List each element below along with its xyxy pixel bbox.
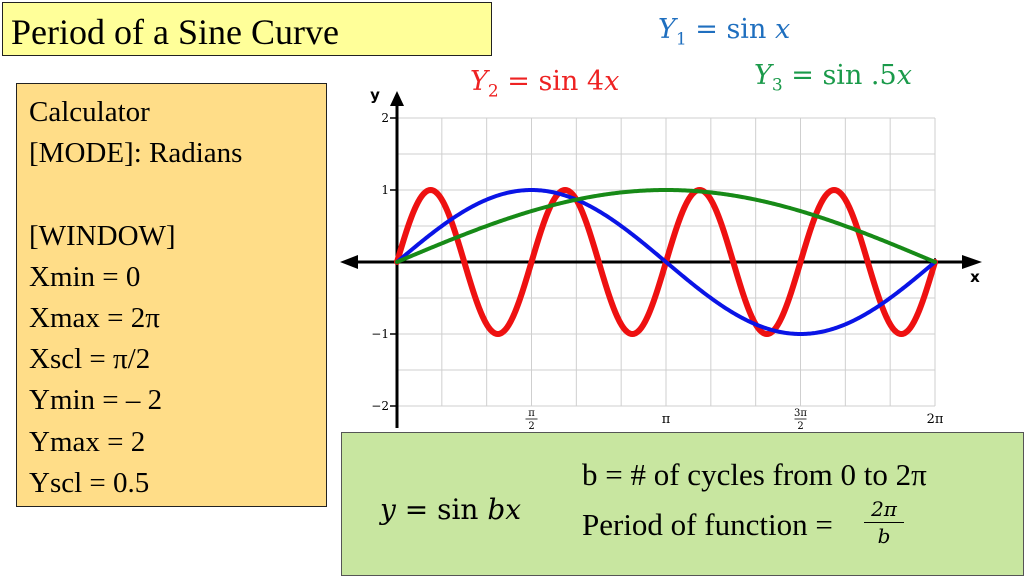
page-title: Period of a Sine Curve (11, 12, 339, 52)
x-tick-label-numerator: π (528, 408, 535, 419)
calc-line-yscl: Yscl = 0.5 (29, 466, 150, 499)
y-tick-label: 1 (381, 183, 389, 197)
calc-line-xscl: Xscl = π/2 (29, 343, 151, 376)
x-axis-arrow-left (340, 255, 358, 269)
info-box: y = sin bx b = # of cycles from 0 to 2π … (341, 432, 1024, 576)
x-tick-label-denominator: 2 (528, 421, 534, 432)
general-formula: y = sin bx (380, 493, 522, 526)
y-tick-label: 2 (381, 111, 389, 125)
x-tick-label-numerator: 3π (794, 408, 807, 419)
calc-line-ymin: Ymin = – 2 (29, 384, 163, 417)
x-tick-label-denominator: 2 (797, 421, 803, 432)
equation-y2: Y2 = sin 4x (470, 66, 620, 102)
calc-line-window: [WINDOW] (29, 219, 176, 252)
calc-line-mode: [MODE]: Radians (29, 137, 243, 170)
x-tick-label: π (662, 412, 671, 427)
fraction-numerator: 2π (864, 497, 904, 523)
x-axis-label: x (970, 268, 980, 286)
series-line-b-0_5 (395, 188, 937, 264)
calculator-settings-box: Calculator [MODE]: Radians [WINDOW] Xmin… (16, 83, 327, 507)
y-tick-label: −2 (371, 399, 389, 413)
calc-line-heading: Calculator (29, 96, 150, 128)
equation-y1: Y1 = sin x (658, 14, 791, 50)
equation-y3: Y3 = sin .5x (754, 60, 912, 96)
b-definition: b = # of cycles from 0 to 2π (582, 457, 927, 492)
calc-line-xmin: Xmin = 0 (29, 260, 141, 293)
fraction-denominator: b (877, 524, 891, 548)
y-axis-arrow (390, 91, 404, 106)
x-axis-arrow-right (962, 255, 982, 269)
title-box: Period of a Sine Curve (2, 2, 492, 56)
x-tick-label: 2π (927, 412, 944, 427)
series-line-b-1 (395, 188, 937, 336)
period-label: Period of function = (582, 507, 833, 542)
period-fraction: 2π b (864, 497, 904, 548)
calc-line-xmax: Xmax = 2π (29, 301, 160, 334)
y-axis-label: y (370, 86, 380, 104)
y-tick-label: −1 (371, 327, 389, 341)
calc-line-ymax: Ymax = 2 (29, 425, 146, 458)
